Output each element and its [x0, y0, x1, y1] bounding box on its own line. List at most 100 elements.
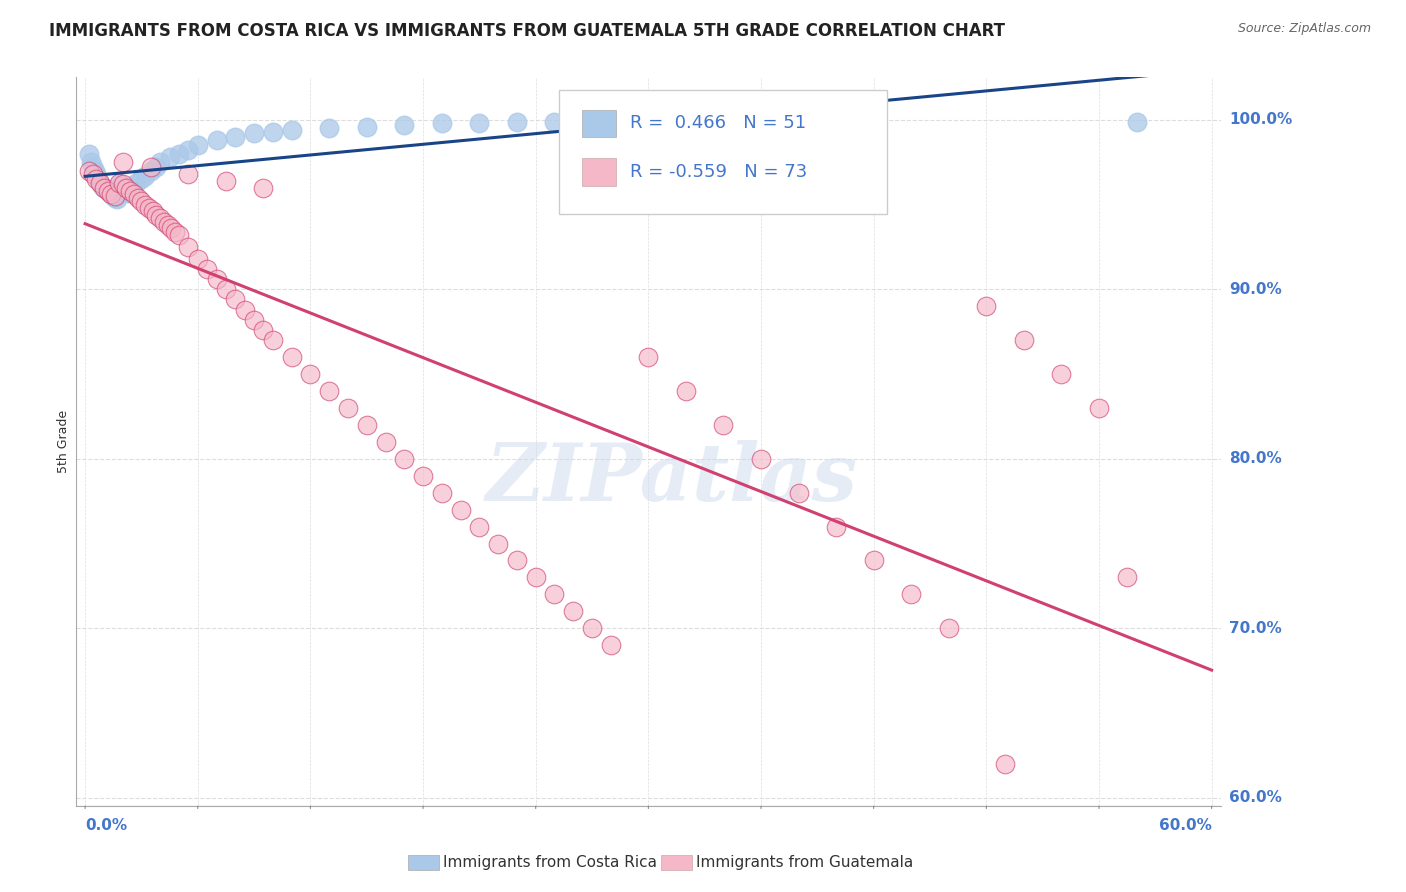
Point — [139, 163, 162, 178]
Point — [149, 211, 172, 226]
Point — [89, 176, 111, 190]
Point — [581, 621, 603, 635]
Point — [127, 191, 149, 205]
Point — [131, 194, 153, 209]
Point — [111, 155, 134, 169]
Text: ZIPatlas: ZIPatlas — [485, 440, 858, 517]
Point — [111, 180, 134, 194]
Point — [468, 519, 491, 533]
Point — [125, 176, 148, 190]
Point — [806, 114, 828, 128]
Point — [356, 417, 378, 432]
Text: 100.0%: 100.0% — [1229, 112, 1292, 128]
Point — [562, 604, 585, 618]
Point — [581, 114, 603, 128]
Point — [108, 178, 131, 192]
Point — [215, 282, 238, 296]
Point — [100, 187, 122, 202]
Point — [215, 174, 238, 188]
Point — [749, 451, 772, 466]
Bar — [582, 159, 616, 186]
Point — [994, 756, 1017, 771]
Point — [224, 293, 246, 307]
Point — [156, 218, 179, 232]
Point — [900, 587, 922, 601]
Point — [262, 125, 284, 139]
Point — [87, 172, 110, 186]
Text: Immigrants from Costa Rica: Immigrants from Costa Rica — [443, 855, 657, 870]
Point — [149, 155, 172, 169]
Point — [110, 178, 132, 193]
Point — [205, 133, 228, 147]
Point — [713, 417, 735, 432]
Text: R =  0.466   N = 51: R = 0.466 N = 51 — [630, 114, 806, 132]
Text: Immigrants from Guatemala: Immigrants from Guatemala — [696, 855, 914, 870]
Point — [98, 186, 121, 200]
Point — [115, 180, 138, 194]
Point — [1125, 114, 1147, 128]
FancyBboxPatch shape — [560, 90, 887, 214]
Point — [450, 502, 472, 516]
Point — [187, 138, 209, 153]
Point — [299, 367, 322, 381]
Point — [243, 313, 266, 327]
Point — [543, 587, 565, 601]
Text: 0.0%: 0.0% — [86, 818, 128, 833]
Point — [1050, 367, 1073, 381]
Point — [100, 187, 122, 202]
Point — [1012, 333, 1035, 347]
Point — [637, 350, 659, 364]
Point — [262, 333, 284, 347]
Point — [318, 384, 340, 398]
Point — [134, 169, 156, 183]
Point — [145, 161, 167, 175]
Point — [976, 299, 998, 313]
Point — [94, 182, 117, 196]
Point — [142, 204, 165, 219]
Point — [104, 191, 127, 205]
Point — [252, 323, 274, 337]
Text: R = -0.559   N = 73: R = -0.559 N = 73 — [630, 163, 807, 181]
Point — [233, 302, 256, 317]
Point — [280, 123, 302, 137]
Point — [105, 193, 128, 207]
Point — [167, 146, 190, 161]
Point — [77, 163, 100, 178]
Point — [108, 176, 131, 190]
Point — [187, 252, 209, 266]
Point — [80, 155, 103, 169]
Point — [486, 536, 509, 550]
Point — [167, 228, 190, 243]
Point — [356, 120, 378, 134]
Point — [749, 114, 772, 128]
Point — [111, 178, 134, 192]
Text: 60.0%: 60.0% — [1159, 818, 1212, 833]
Point — [159, 150, 181, 164]
Point — [675, 384, 697, 398]
Text: IMMIGRANTS FROM COSTA RICA VS IMMIGRANTS FROM GUATEMALA 5TH GRADE CORRELATION CH: IMMIGRANTS FROM COSTA RICA VS IMMIGRANTS… — [49, 22, 1005, 40]
Point — [430, 116, 453, 130]
Point — [280, 350, 302, 364]
Point — [131, 172, 153, 186]
Point — [97, 184, 120, 198]
Point — [122, 187, 145, 202]
Text: 60.0%: 60.0% — [1229, 790, 1282, 805]
Point — [862, 553, 884, 567]
Y-axis label: 5th Grade: 5th Grade — [58, 410, 70, 474]
Point — [139, 161, 162, 175]
Point — [252, 180, 274, 194]
Point — [82, 167, 104, 181]
Point — [134, 197, 156, 211]
Point — [177, 240, 200, 254]
Text: Source: ZipAtlas.com: Source: ZipAtlas.com — [1237, 22, 1371, 36]
Point — [543, 114, 565, 128]
Point — [83, 163, 105, 178]
Point — [524, 570, 547, 584]
Point — [430, 485, 453, 500]
Point — [1116, 570, 1139, 584]
Text: 70.0%: 70.0% — [1229, 621, 1282, 636]
Point — [117, 186, 139, 200]
Point — [394, 118, 416, 132]
Point — [77, 146, 100, 161]
Point — [93, 180, 115, 194]
